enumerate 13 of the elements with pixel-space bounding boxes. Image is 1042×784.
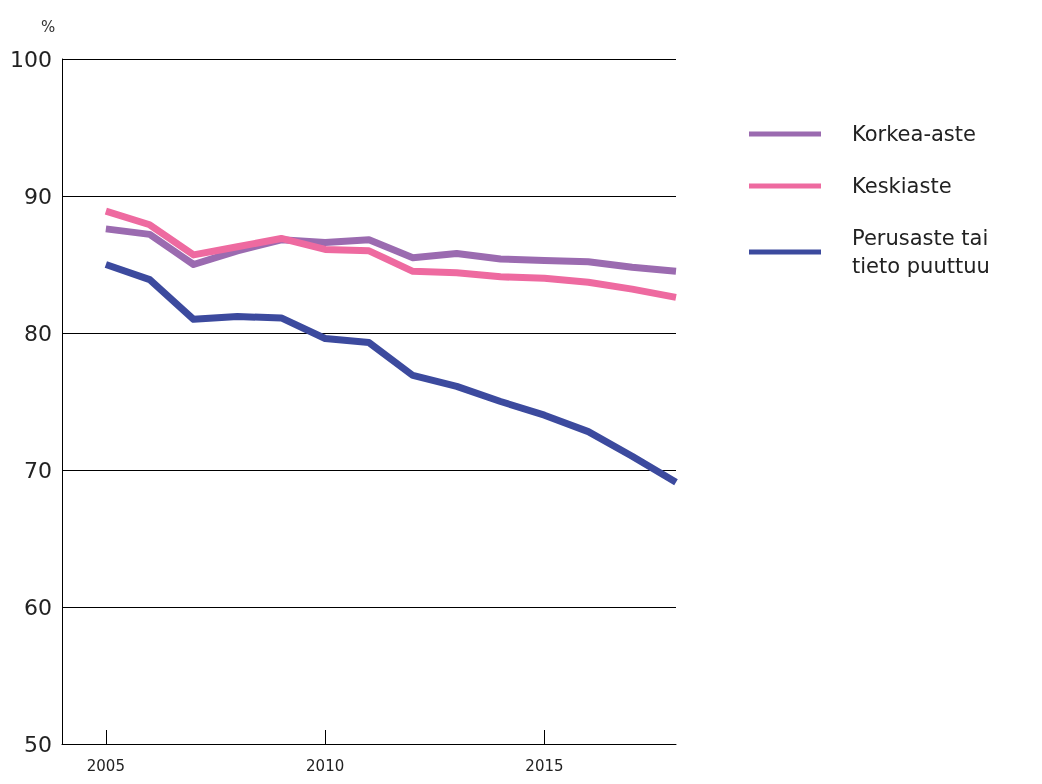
- y-tick-label: 80: [24, 320, 52, 346]
- legend-label: Keskiaste: [852, 174, 952, 198]
- legend-label: Korkea-aste: [852, 122, 976, 146]
- y-axis-title: %: [41, 17, 56, 36]
- y-tick-label: 60: [24, 594, 52, 620]
- y-tick-label: 70: [24, 457, 52, 483]
- x-tick-label: 2010: [306, 756, 345, 775]
- x-tick-label: 2015: [525, 756, 564, 775]
- y-tick-label: 90: [24, 183, 52, 209]
- legend-label: Perusaste tai tieto puuttuu: [852, 226, 995, 278]
- x-tick-label: 2005: [86, 756, 125, 775]
- y-tick-label: 100: [10, 46, 52, 72]
- y-tick-label: 50: [24, 731, 52, 757]
